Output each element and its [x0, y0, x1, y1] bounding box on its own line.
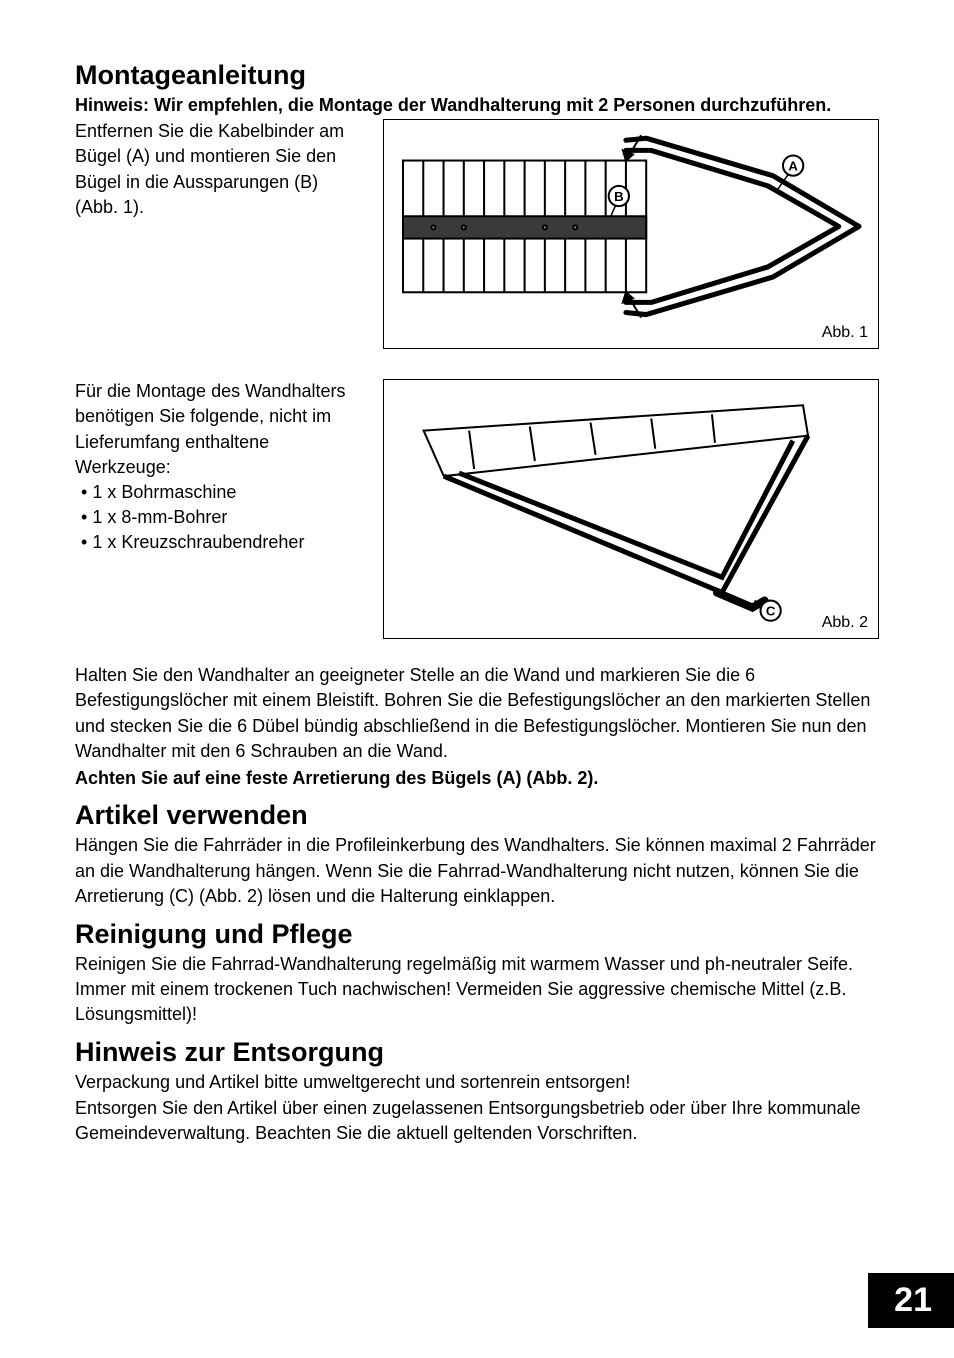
figure-2-svg: C: [384, 380, 878, 638]
tools-intro: Für die Montage des Wandhalters benötige…: [75, 379, 365, 480]
row-step1: Entfernen Sie die Kabelbinder am Bügel (…: [75, 119, 879, 349]
heading-verwenden: Artikel verwenden: [75, 800, 879, 831]
text-verwenden: Hängen Sie die Fahrräder in die Profilei…: [75, 833, 879, 909]
figure-2-caption: Abb. 2: [822, 614, 868, 632]
figure-1-caption: Abb. 1: [822, 324, 868, 342]
text-step1-col: Entfernen Sie die Kabelbinder am Bügel (…: [75, 119, 365, 220]
section-verwenden: Artikel verwenden Hängen Sie die Fahrräd…: [75, 800, 879, 909]
svg-text:C: C: [766, 604, 776, 619]
tool-item-2: 1 x 8-mm-Bohrer: [81, 505, 365, 530]
page-number: 21: [868, 1273, 954, 1328]
heading-montage: Montageanleitung: [75, 60, 879, 91]
figure-1: B A Abb. 1: [383, 119, 879, 349]
hint-montage: Hinweis: Wir empfehlen, die Montage der …: [75, 93, 879, 117]
heading-reinigung: Reinigung und Pflege: [75, 919, 879, 950]
svg-text:B: B: [614, 189, 624, 204]
tools-list: 1 x Bohrmaschine 1 x 8-mm-Bohrer 1 x Kre…: [75, 480, 365, 556]
text-tools-col: Für die Montage des Wandhalters benötige…: [75, 379, 365, 555]
figure-2: C Abb. 2: [383, 379, 879, 639]
row-tools: Für die Montage des Wandhalters benötige…: [75, 379, 879, 639]
heading-entsorgung: Hinweis zur Entsorgung: [75, 1037, 879, 1068]
text-step1: Entfernen Sie die Kabelbinder am Bügel (…: [75, 119, 365, 220]
section-montage: Montageanleitung Hinweis: Wir empfehlen,…: [75, 60, 879, 790]
text-entsorgung: Verpackung und Artikel bitte umweltgerec…: [75, 1070, 879, 1146]
tool-item-3: 1 x Kreuzschraubendreher: [81, 530, 365, 555]
figure-1-svg: B A: [384, 120, 878, 348]
wall-instructions: Halten Sie den Wandhalter an geeigneter …: [75, 663, 879, 764]
section-reinigung: Reinigung und Pflege Reinigen Sie die Fa…: [75, 919, 879, 1028]
section-entsorgung: Hinweis zur Entsorgung Verpackung und Ar…: [75, 1037, 879, 1146]
tool-item-1: 1 x Bohrmaschine: [81, 480, 365, 505]
lock-note: Achten Sie auf eine feste Arretierung de…: [75, 766, 879, 790]
svg-text:A: A: [788, 159, 798, 174]
text-reinigung: Reinigen Sie die Fahrrad-Wandhalterung r…: [75, 952, 879, 1028]
